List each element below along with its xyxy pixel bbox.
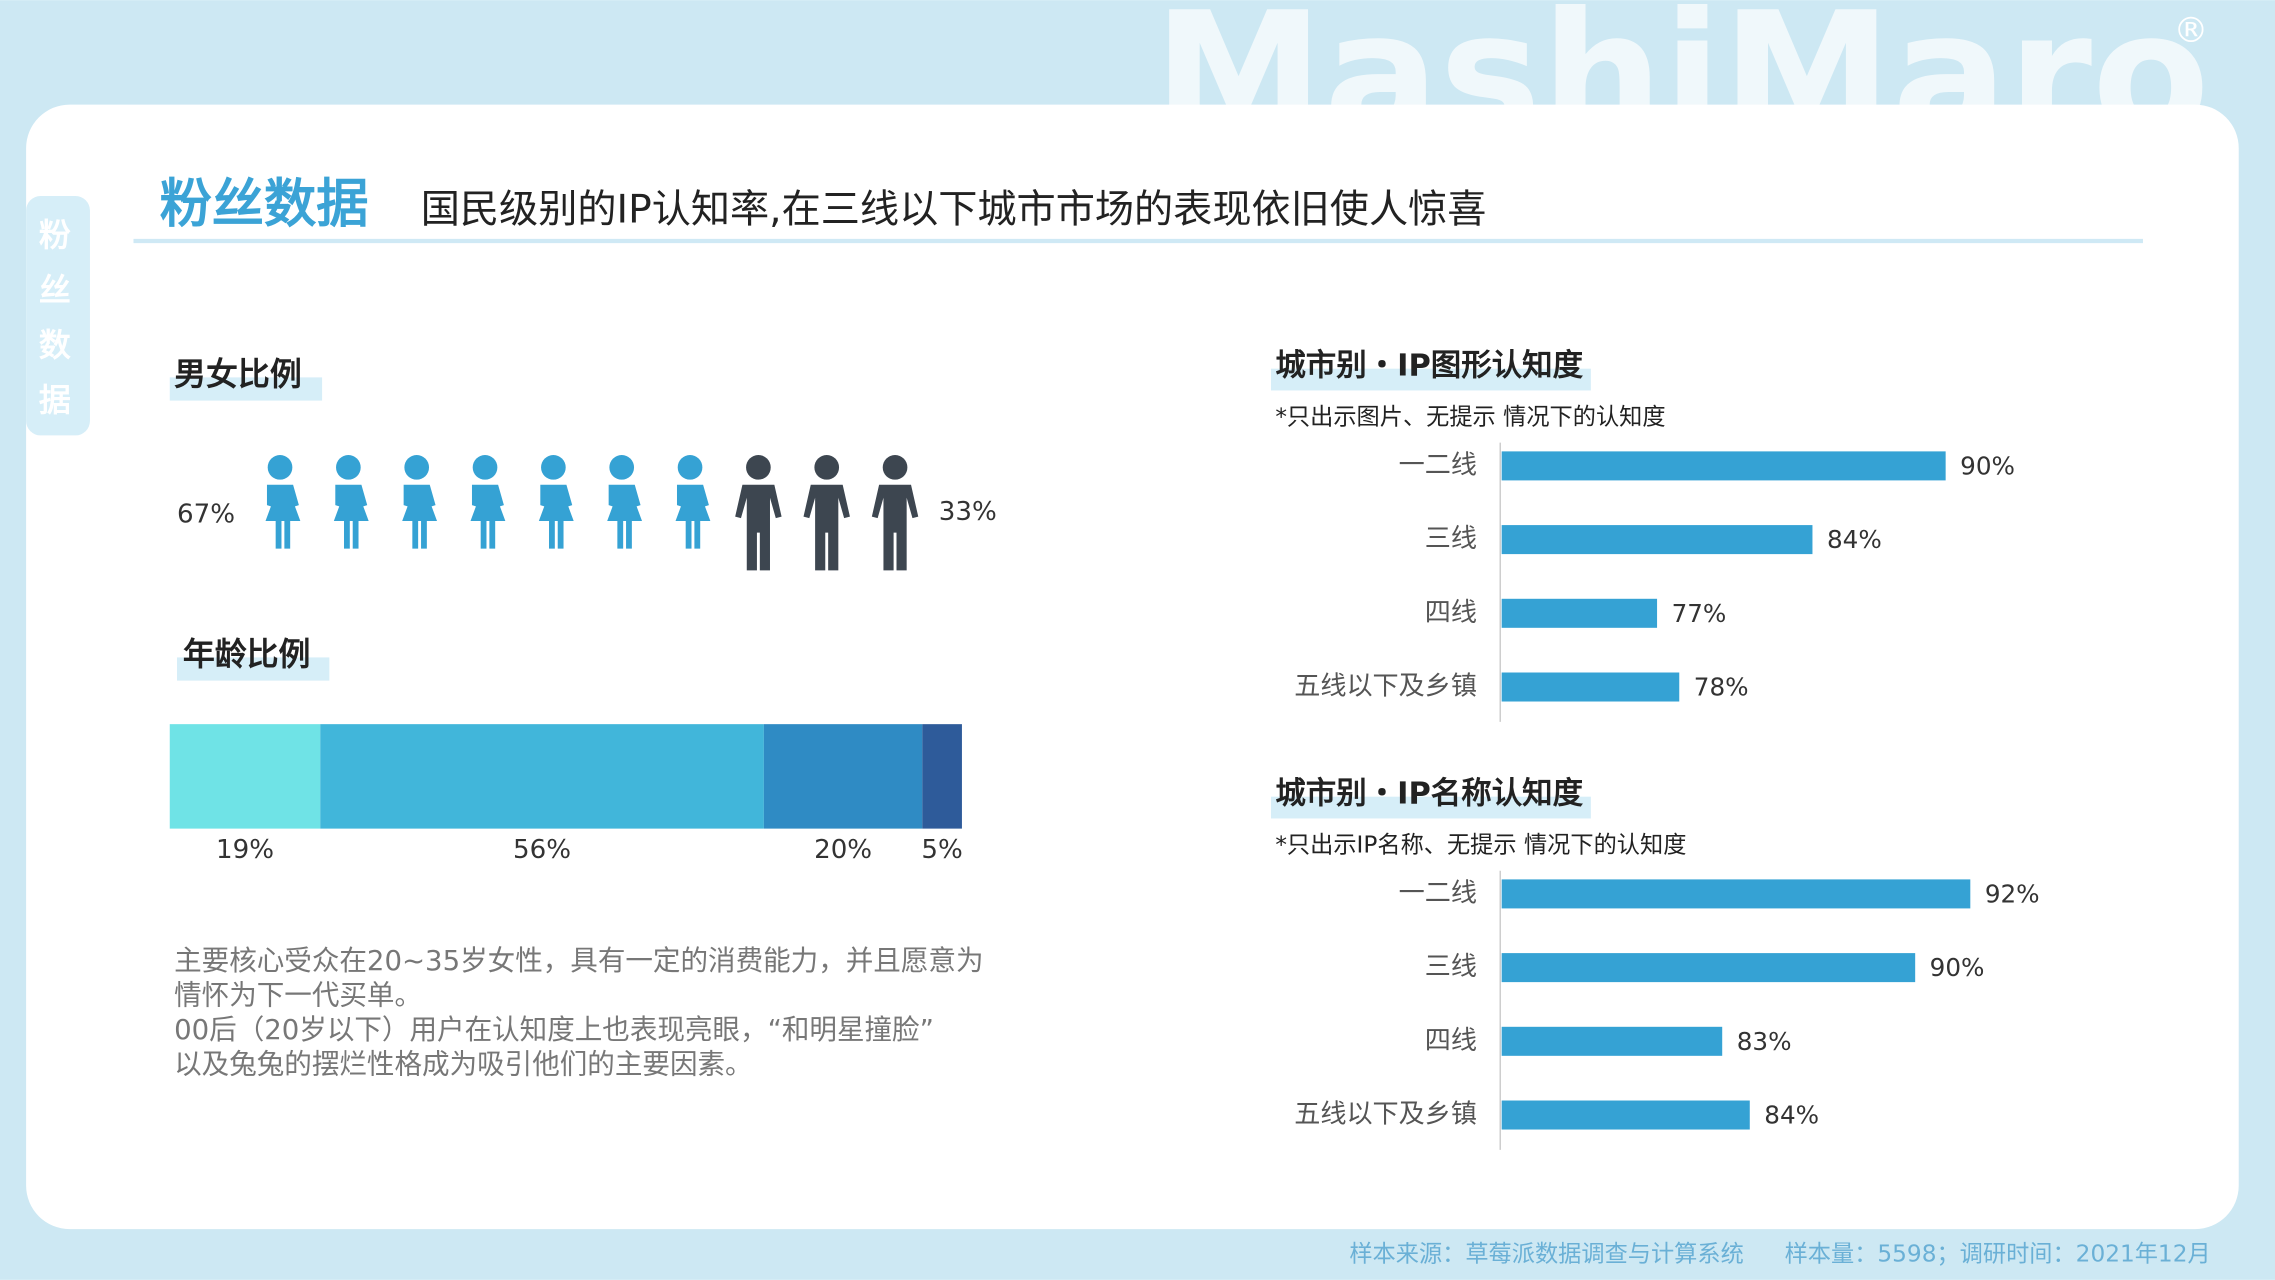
icon-head [677,455,703,480]
person-icon [538,455,574,549]
bar [1501,451,1946,481]
chart-title: 城市别・IP图形认知度 [1275,348,1583,384]
value-label: 33% [939,497,997,527]
icon-body [333,484,369,549]
person-icon [265,455,301,549]
value-label: 78% [1694,672,1749,701]
subtitle: 国民级别的IP认知率,在三线以下城市市场的表现依旧使人惊喜 [421,187,1487,232]
bar [1501,953,1916,983]
category-label: 四线 [1425,598,1477,628]
footer-source: 样本来源：草莓派数据调查与计算系统 [1349,1241,1743,1268]
chart-title: 城市别・IP名称认知度 [1275,776,1583,812]
footer-sample: 样本量：5598；调研时间：2021年12月 [1785,1241,2211,1268]
bar-segment [763,724,923,829]
value-label: 84% [1764,1100,1819,1129]
icon-body [675,484,711,549]
value-label: 90% [1930,953,1985,982]
chart-subtitle: *只出示IP名称、无提示 情况下的认知度 [1275,832,1686,859]
bar [1501,879,1971,909]
bar-segment [922,724,962,829]
category-label: 一二线 [1399,450,1477,480]
category-label: 四线 [1425,1026,1477,1056]
body-text: 主要核心受众在20~35岁女性，具有一定的消费能力，并且愿意为 [174,945,983,977]
person-icon [402,455,438,549]
bar [1501,672,1680,702]
label-highlight [1270,368,1591,391]
bar-segment [320,724,764,829]
label-highlight [1270,796,1591,819]
icon-head [404,455,430,480]
watermark-mark: ® [2173,11,2208,51]
category-label: 五线以下及乡镇 [1294,1100,1477,1130]
section-title: 男女比例 [174,355,302,393]
person-icon [607,455,643,549]
icon-head [814,455,840,480]
value-label: 19% [216,835,274,865]
icon-head [472,455,498,480]
category-label: 三线 [1425,952,1477,982]
title: 粉丝数据 [160,175,369,235]
value-label: 84% [1827,525,1882,554]
person-icon [333,455,369,549]
card [26,104,2239,1230]
icon-head [882,455,908,480]
value-label: 92% [1985,879,2040,908]
value-label: 56% [513,835,571,865]
body-text: 以及兔兔的摆烂性格成为吸引他们的主要因素。 [174,1048,753,1080]
person-icon [871,455,919,571]
value-label: 90% [1960,451,2015,480]
value-label: 77% [1672,599,1727,628]
body-text: 00后（20岁以下）用户在认知度上也表现亮眼，“和明星撞脸” [174,1014,934,1046]
icon-body [470,484,506,549]
side-tab-text: 粉丝数据 [34,218,72,439]
icon-body [871,484,919,571]
bar [1501,525,1813,555]
value-label: 20% [814,835,872,865]
label-highlight [169,377,323,401]
value-label: 67% [177,500,235,530]
value-label: 5% [921,835,962,865]
icon-body [402,484,438,549]
category-label: 五线以下及乡镇 [1294,672,1477,702]
person-icon [470,455,506,549]
body-text: 情怀为下一代买单。 [174,979,422,1011]
icon-body [735,484,782,571]
icon-head [267,455,293,480]
section-title: 年龄比例 [183,635,311,673]
value-label: 83% [1737,1027,1792,1056]
bar [1501,1026,1723,1056]
bar-segment [169,724,321,829]
icon-head [336,455,361,480]
icon-body [265,484,301,549]
bar [1501,598,1658,628]
icon-head [746,455,771,480]
icon-head [541,455,566,480]
person-icon [675,455,711,549]
person-icon [735,455,782,571]
label-highlight [177,657,330,681]
icon-body [538,484,574,549]
category-label: 三线 [1425,524,1477,554]
icon-body [607,484,643,549]
side-tab [26,196,90,436]
category-label: 一二线 [1399,878,1477,908]
bar [1501,1100,1750,1130]
icon-head [609,455,635,480]
chart-subtitle: *只出示图片、无提示 情况下的认知度 [1275,404,1665,431]
